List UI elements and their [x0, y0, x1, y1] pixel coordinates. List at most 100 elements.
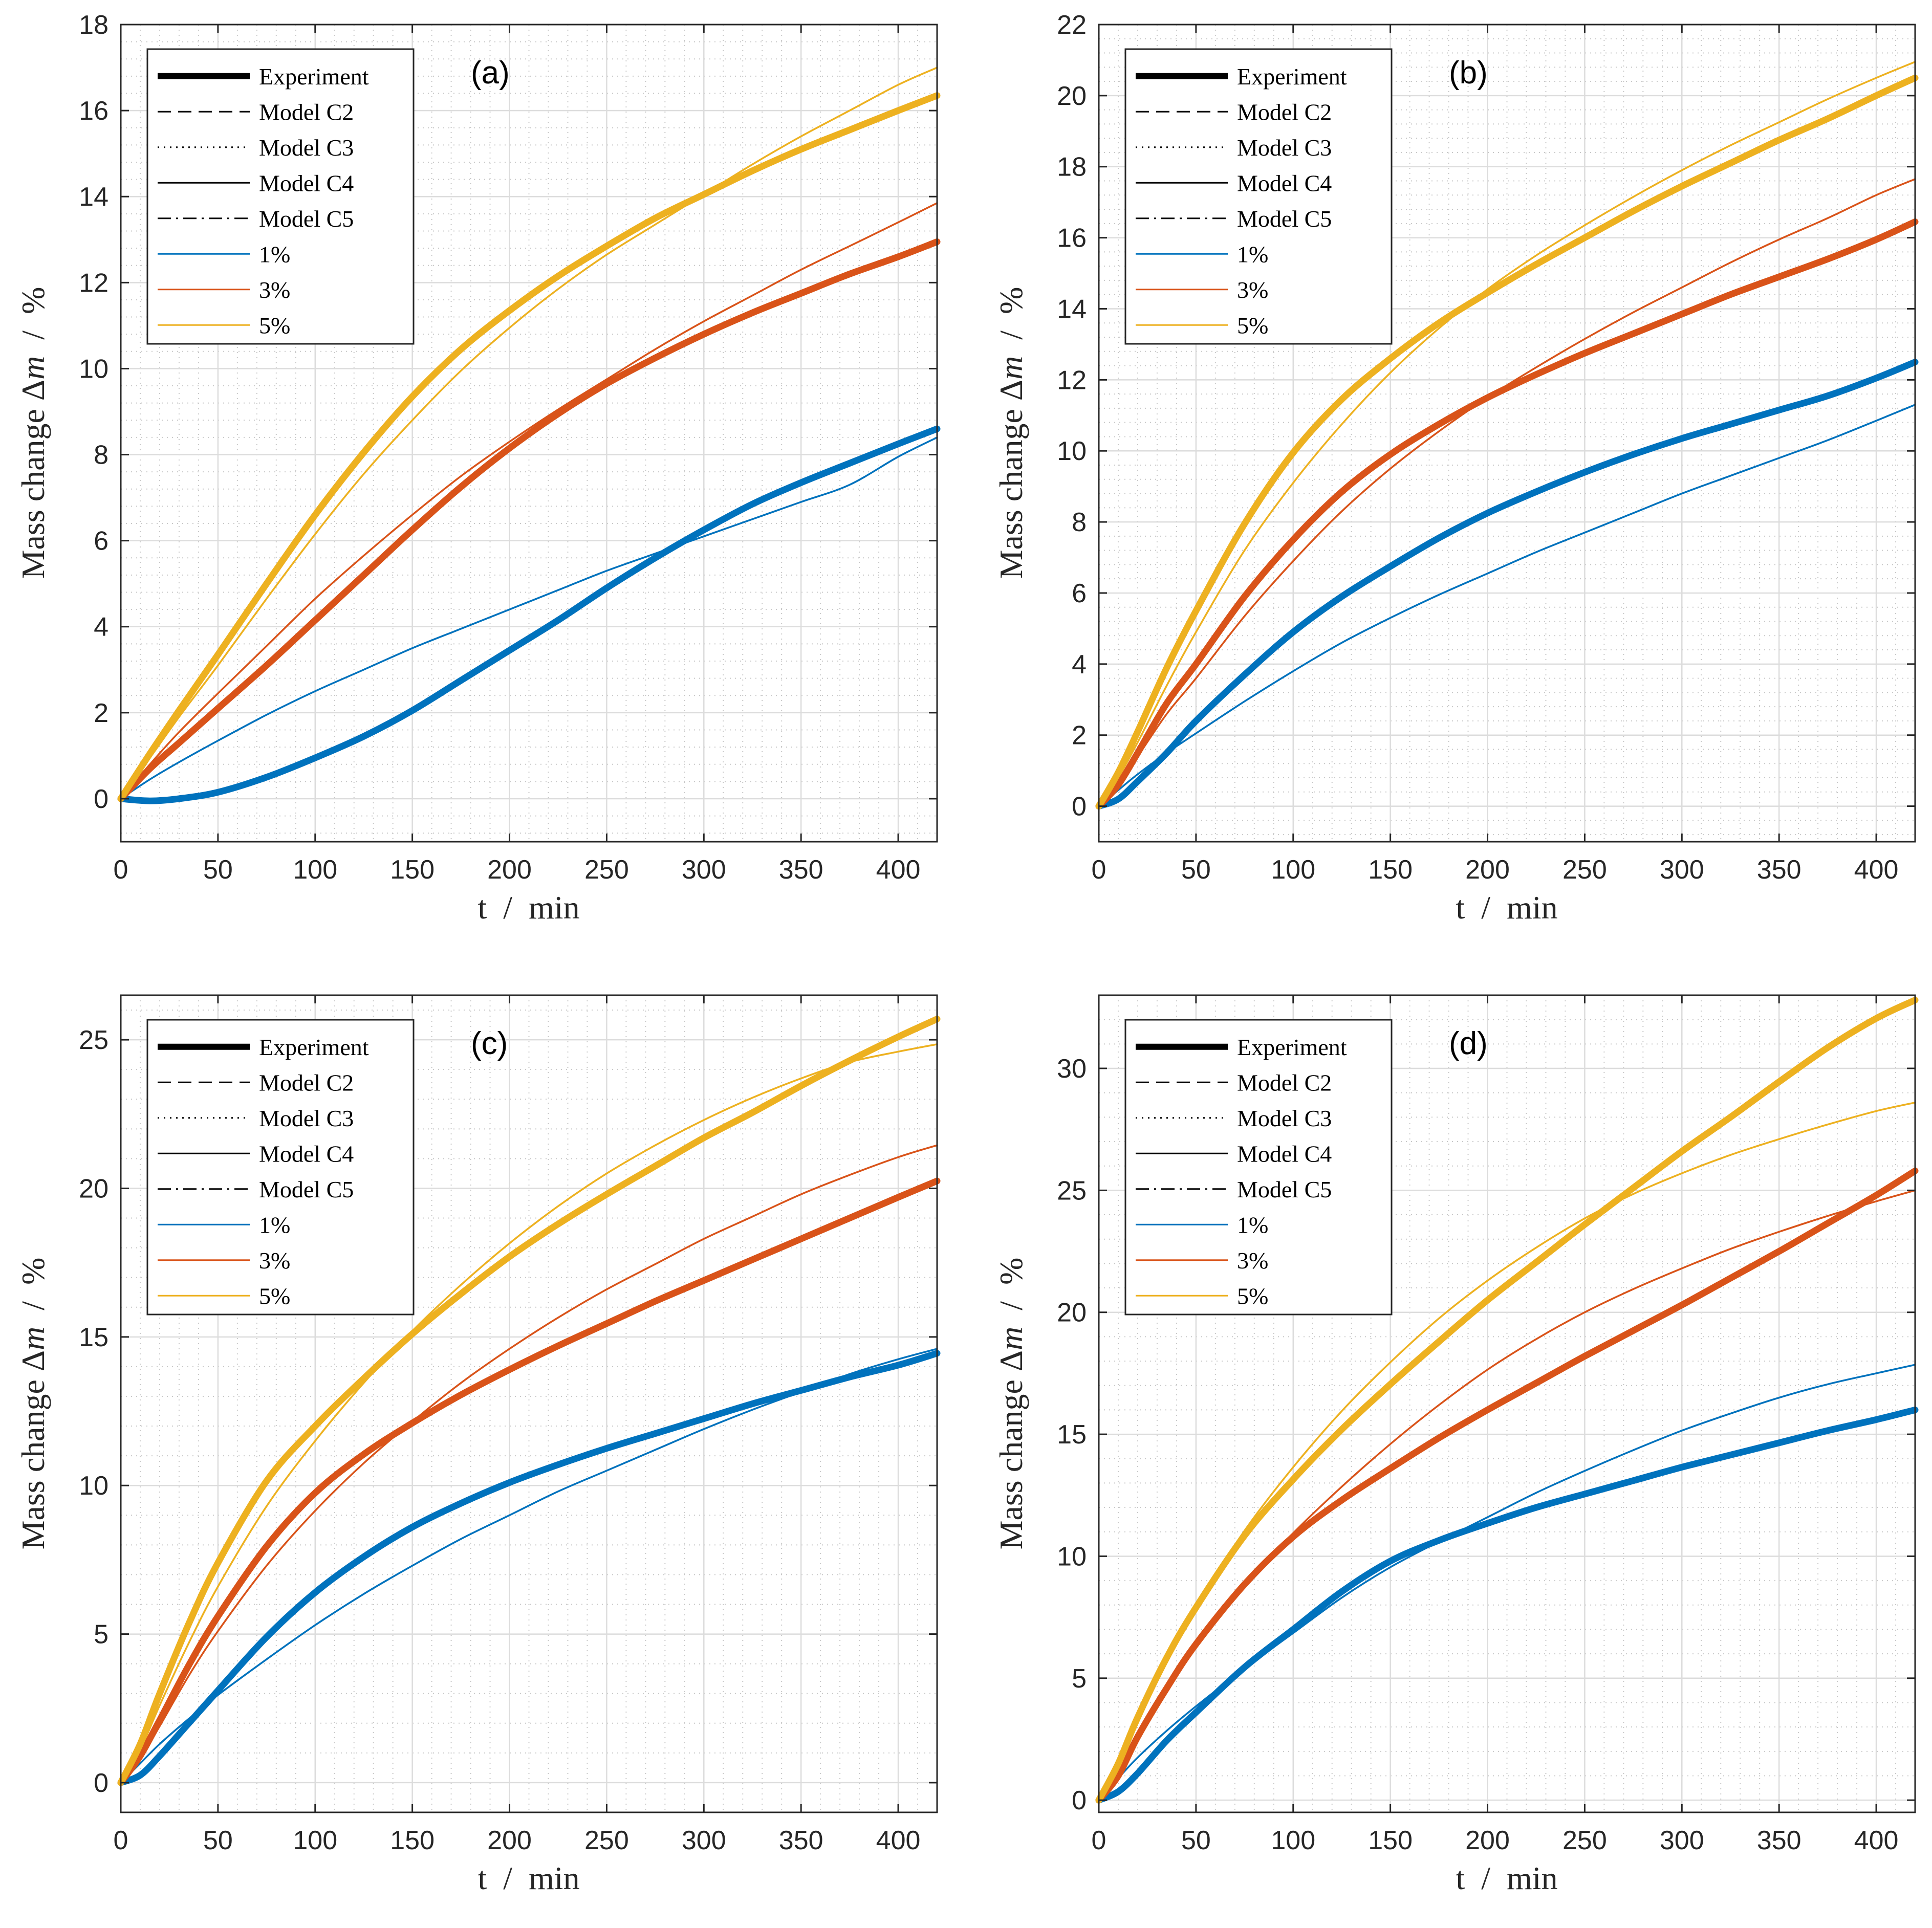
x-tick-label: 300 — [682, 855, 726, 885]
series-group-d — [1095, 997, 1919, 1804]
y-tick-label: 2 — [94, 698, 108, 728]
panel-d: 0 50 100 150 200 250 300 350 400 0 5 10 15 20 25 30 (d)… — [993, 994, 1919, 1896]
y-tick-label: 8 — [94, 441, 108, 470]
y-tick-label: 6 — [1072, 579, 1087, 608]
x-tick-label: 200 — [487, 1826, 532, 1855]
y-tick-label: 16 — [79, 96, 108, 126]
legend-box — [146, 1019, 415, 1316]
x-tick-label: 350 — [1757, 1826, 1801, 1855]
panel-tag-b: (b) — [1449, 55, 1488, 91]
y-tick-label: 22 — [1057, 10, 1087, 40]
x-tick-label: 0 — [1092, 855, 1106, 885]
legend-label: Model C5 — [259, 206, 354, 232]
y-tick-label: 20 — [79, 1174, 108, 1203]
x-tick-label: 50 — [1181, 1826, 1211, 1855]
legend-label: 1% — [1237, 1212, 1268, 1238]
x-tick-label: 200 — [487, 855, 532, 885]
y-axis-label-a: Mass change Δm / % — [15, 287, 51, 579]
y-label-prefix-d: Mass change Δ — [993, 1350, 1029, 1550]
legend-label: Experiment — [1237, 1034, 1347, 1060]
axes-box-a — [120, 24, 938, 843]
y-tick-label: 2 — [1072, 721, 1087, 751]
y-label-sep-b: / — [993, 314, 1029, 356]
y-tick-label: 6 — [94, 527, 108, 556]
legend-label: Model C4 — [1237, 170, 1332, 196]
panel-a: 0 50 100 150 200 250 300 350 400024681012141618 … — [15, 10, 941, 926]
panel-b: 0 50 100 150 200 250 300 350 400 0 2 4 6 8 10 12 14 16 18 2… — [993, 10, 1919, 926]
panel-c: 0 50 100 150 200 250 300 350 400 0 5 10 15 20 25 (c) E… — [15, 994, 941, 1896]
y-tick-label: 20 — [1057, 1298, 1087, 1328]
axes-box-b — [1098, 24, 1916, 843]
x-tick-label: 200 — [1465, 1826, 1510, 1855]
x-tick-label: 400 — [1854, 855, 1899, 885]
legend-label: Model C4 — [259, 1141, 354, 1167]
series-line-5pct-experiment-b — [1095, 74, 1919, 810]
minor-grid-a — [121, 25, 938, 842]
legend-label: 1% — [1237, 241, 1268, 267]
x-tick-label: 400 — [876, 1826, 921, 1855]
series-line-1pct-model-b — [1098, 404, 1916, 807]
y-tick-label: 15 — [79, 1323, 108, 1352]
legend-label: Experiment — [259, 1034, 369, 1060]
x-tick-label: 100 — [1271, 855, 1315, 885]
x-axis-label-d: t / min — [1456, 1860, 1557, 1896]
legend-box — [1124, 48, 1393, 345]
x-tick-label: 350 — [779, 855, 823, 885]
y-tick-label: 10 — [1057, 1542, 1087, 1571]
legend-label: Model C4 — [1237, 1141, 1332, 1167]
legend-label: 3% — [259, 277, 290, 303]
legend-c: Experiment Model C2 Model C3 Model C4 Model … — [146, 1019, 415, 1316]
series-line-5pct-model-c — [120, 1043, 938, 1784]
x-tick-label: 300 — [1660, 1826, 1704, 1855]
legend-a: Experiment Model C2 Model C3 Model C4 Model … — [146, 48, 415, 345]
x-tick-label: 400 — [1854, 1826, 1899, 1855]
x-tick-label: 50 — [203, 855, 233, 885]
legend-label: 3% — [1237, 1247, 1268, 1274]
y-label-prefix-b: Mass change Δ — [993, 380, 1029, 579]
legend-label: 5% — [259, 1283, 290, 1309]
x-tick-label: 350 — [779, 1826, 823, 1855]
legend-label: Experiment — [259, 63, 369, 90]
y-label-prefix-a: Mass change Δ — [15, 380, 51, 579]
y-tick-label: 14 — [79, 182, 108, 212]
x-tick-label: 250 — [1562, 855, 1607, 885]
axes-box-c — [120, 994, 938, 1813]
ticks-b: 0 50 100 150 200 250 300 350 400 0 2 4 6 8 10 12 14 16 18 2… — [1057, 10, 1915, 885]
y-tick-label: 10 — [79, 354, 108, 384]
x-tick-label: 200 — [1465, 855, 1510, 885]
x-tick-label: 100 — [293, 855, 337, 885]
ticks-a: 0 50 100 150 200 250 300 350 400 0 2 4 6 8 10 12 14 16 18 — [79, 10, 937, 885]
legend-label: Model C2 — [259, 1069, 354, 1096]
y-tick-label: 25 — [79, 1025, 108, 1055]
y-tick-label: 16 — [1057, 224, 1087, 253]
legend-label: Model C3 — [259, 135, 354, 161]
panel-tag-a: (a) — [471, 55, 510, 91]
legend-label: 5% — [259, 312, 290, 338]
y-label-var-d: m — [993, 1327, 1029, 1350]
x-tick-label: 0 — [1092, 1826, 1106, 1855]
y-tick-label: 14 — [1057, 294, 1087, 324]
x-tick-label: 300 — [682, 1826, 726, 1855]
series-line-1pct-experiment-b — [1095, 359, 1919, 810]
x-tick-label: 50 — [1181, 855, 1211, 885]
series-group-c — [117, 1016, 941, 1786]
x-tick-label: 100 — [293, 1826, 337, 1855]
legend-label: 5% — [1237, 1283, 1268, 1309]
y-label-unit-b: % — [993, 287, 1029, 314]
x-tick-label: 150 — [390, 855, 435, 885]
y-tick-label: 5 — [1072, 1664, 1087, 1694]
series-line-5pct-model-a — [120, 67, 938, 800]
axes-box-d — [1098, 994, 1916, 1813]
legend-label: Model C5 — [1237, 206, 1332, 232]
series-line-3pct-experiment-a — [117, 238, 941, 802]
x-tick-label: 400 — [876, 855, 921, 885]
y-tick-label: 12 — [1057, 365, 1087, 395]
legend-label: Model C5 — [1237, 1176, 1332, 1202]
x-tick-label: 250 — [584, 855, 629, 885]
y-tick-label: 18 — [79, 10, 108, 40]
y-tick-label: 20 — [1057, 81, 1087, 111]
legend-b: Experiment Model C2 Model C3 Model C4 Model … — [1124, 48, 1393, 345]
legend-d: Experiment Model C2 Model C3 Model C4 Model … — [1124, 1019, 1393, 1316]
y-tick-label: 5 — [94, 1620, 108, 1650]
